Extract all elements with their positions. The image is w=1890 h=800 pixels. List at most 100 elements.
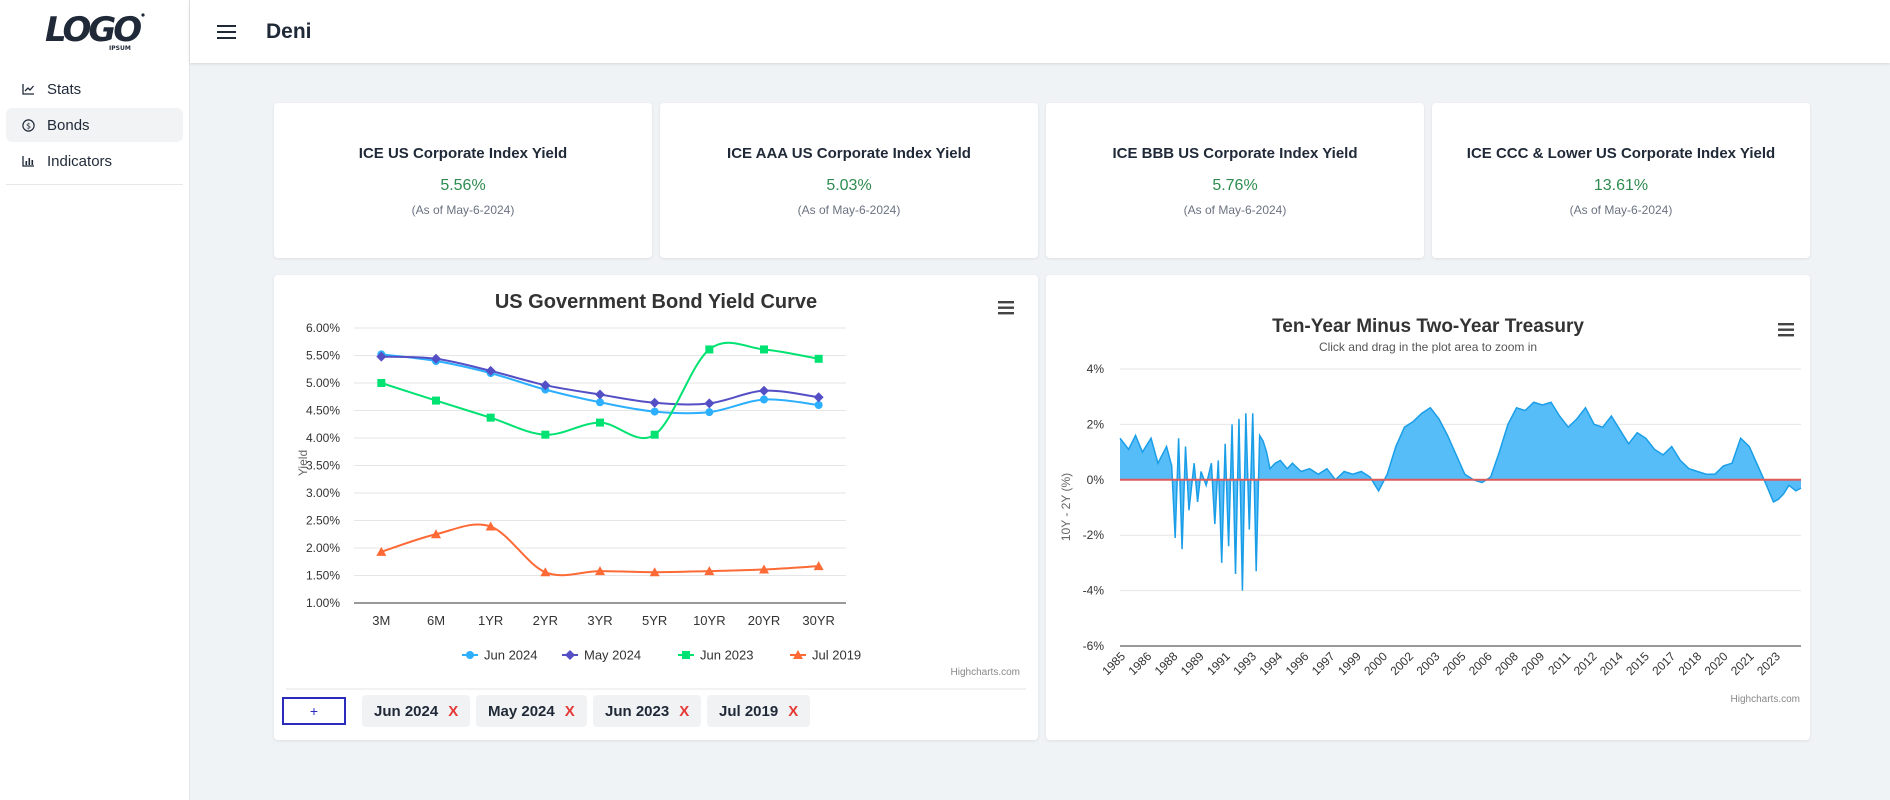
hamburger-icon [998,301,1014,315]
series-jul-2019[interactable] [376,521,824,577]
legend-marker[interactable] [793,650,803,659]
data-point[interactable] [431,529,441,539]
legend-label: Jul 2019 [812,648,861,663]
series-chip: Jun 2024 X [362,695,471,727]
spread-area[interactable] [1120,402,1801,591]
x-tick-label: 2020 [1702,649,1731,678]
data-point[interactable] [813,561,824,571]
data-point[interactable] [814,401,823,409]
data-point[interactable] [485,365,496,376]
data-point[interactable] [650,407,659,416]
legend-item[interactable]: Jun 2024 [462,648,538,663]
x-tick-label: 2015 [1623,649,1652,678]
x-tick-label: 1997 [1309,649,1338,678]
x-tick-label: 1993 [1230,649,1259,678]
x-tick-label: 2000 [1361,649,1390,678]
data-point[interactable] [376,546,387,556]
spread-line[interactable] [1119,401,1802,591]
legend-marker[interactable] [466,651,474,659]
data-point[interactable] [649,397,660,408]
data-point[interactable] [650,430,659,439]
data-point[interactable] [540,380,551,391]
stat-title: ICE US Corporate Index Yield [358,145,568,162]
y-tick-label: 3.00% [306,486,340,500]
data-point[interactable] [596,398,604,407]
data-point[interactable] [814,354,823,363]
sidebar-item-indicators[interactable]: Indicators [6,144,183,178]
y-tick-label: 5.00% [306,376,340,390]
chart-credit[interactable]: Highcharts.com [951,667,1020,678]
logo-icon: LOGO IPSUM [45,10,145,52]
hamburger-icon [1778,323,1794,337]
data-point[interactable] [704,398,715,409]
data-point[interactable] [595,566,605,576]
data-point[interactable] [540,567,551,577]
y-tick-label: 2.50% [306,514,340,528]
svg-text:$: $ [25,121,30,130]
data-point[interactable] [705,408,714,417]
sidebar-divider [6,184,183,185]
x-tick-label: 1YR [478,613,503,628]
data-point[interactable] [705,345,714,354]
x-tick-label: 2003 [1414,649,1443,678]
stat-card: ICE CCC & Lower US Corporate Index Yield… [1432,103,1810,258]
data-point[interactable] [595,389,605,400]
remove-chip-button[interactable]: X [448,702,459,720]
legend-item[interactable]: May 2024 [562,648,641,663]
x-tick-label: 1989 [1178,649,1207,678]
series-line[interactable] [381,341,819,440]
yield-curve-chart[interactable]: US Government Bond Yield Curve Yield 1.0… [274,275,1038,690]
legend-item[interactable]: Jul 2019 [790,648,861,663]
legend-marker[interactable] [682,651,690,659]
x-tick-label: 1999 [1335,649,1364,678]
legend-item[interactable]: Jun 2023 [678,648,754,663]
y-tick-label: 4.50% [306,404,340,418]
series-may-2024[interactable] [376,351,824,409]
chart-menu-button[interactable] [1776,321,1796,339]
hamburger-menu-button[interactable] [214,19,240,45]
data-point[interactable] [431,353,441,364]
series-chip-bar: + Jun 2024 X May 2024 X Jun 2023 X Jul 2… [274,690,1038,740]
data-point[interactable] [759,564,769,574]
sidebar: LOGO IPSUM Stats $ Bonds Indicators [0,0,190,800]
x-tick-label: 2002 [1387,649,1416,678]
data-point[interactable] [760,395,768,404]
data-point[interactable] [432,396,440,405]
y-tick-label: 1.00% [306,596,340,610]
data-point[interactable] [759,385,769,396]
chart-subtitle: Click and drag in the plot area to zoom … [1319,340,1537,354]
chart-menu-button[interactable] [996,299,1016,317]
x-tick-label: 20YR [748,613,781,628]
data-point[interactable] [760,345,768,354]
chart-credit[interactable]: Highcharts.com [1731,694,1800,705]
data-point[interactable] [704,566,715,576]
y-tick-label: 2.00% [306,541,340,555]
add-series-button[interactable]: + [282,697,346,725]
data-point[interactable] [486,413,495,422]
legend-marker[interactable] [565,650,575,660]
series-jun-2023[interactable] [377,341,823,440]
spread-chart[interactable]: Ten-Year Minus Two-Year Treasury Click a… [1046,275,1810,740]
spread-card: Ten-Year Minus Two-Year Treasury Click a… [1046,275,1810,740]
x-tick-label: 1991 [1204,649,1233,678]
data-point[interactable] [376,351,387,362]
stat-card: ICE US Corporate Index Yield 5.56% (As o… [274,103,652,258]
data-point[interactable] [813,392,824,403]
stat-title: ICE AAA US Corporate Index Yield [727,145,971,162]
x-tick-label: 30YR [802,613,835,628]
data-point[interactable] [541,430,550,439]
x-tick-label: 3YR [587,613,612,628]
data-point[interactable] [649,567,660,577]
remove-chip-button[interactable]: X [679,702,690,720]
sidebar-item-stats[interactable]: Stats [6,72,183,106]
data-point[interactable] [377,379,386,387]
remove-chip-button[interactable]: X [788,702,799,720]
logo[interactable]: LOGO IPSUM [0,0,189,62]
stat-value: 13.61% [1593,177,1649,194]
data-point[interactable] [485,521,496,531]
dollar-circle-icon: $ [21,118,35,132]
remove-chip-button[interactable]: X [564,702,575,720]
sidebar-item-bonds[interactable]: $ Bonds [6,108,183,142]
sidebar-nav: Stats $ Bonds Indicators [0,62,189,178]
data-point[interactable] [596,418,604,427]
